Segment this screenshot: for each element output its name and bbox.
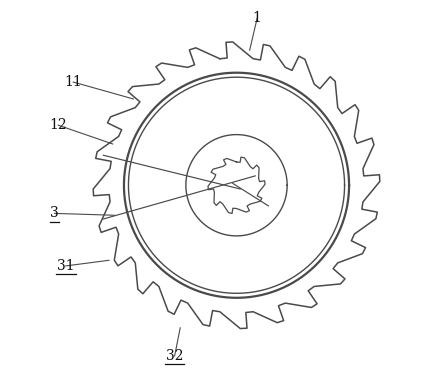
- Text: 1: 1: [253, 11, 261, 25]
- Text: 3: 3: [50, 206, 59, 220]
- Text: 31: 31: [57, 259, 74, 273]
- Text: 32: 32: [166, 349, 183, 363]
- Text: 12: 12: [50, 118, 67, 132]
- Text: 11: 11: [64, 75, 82, 89]
